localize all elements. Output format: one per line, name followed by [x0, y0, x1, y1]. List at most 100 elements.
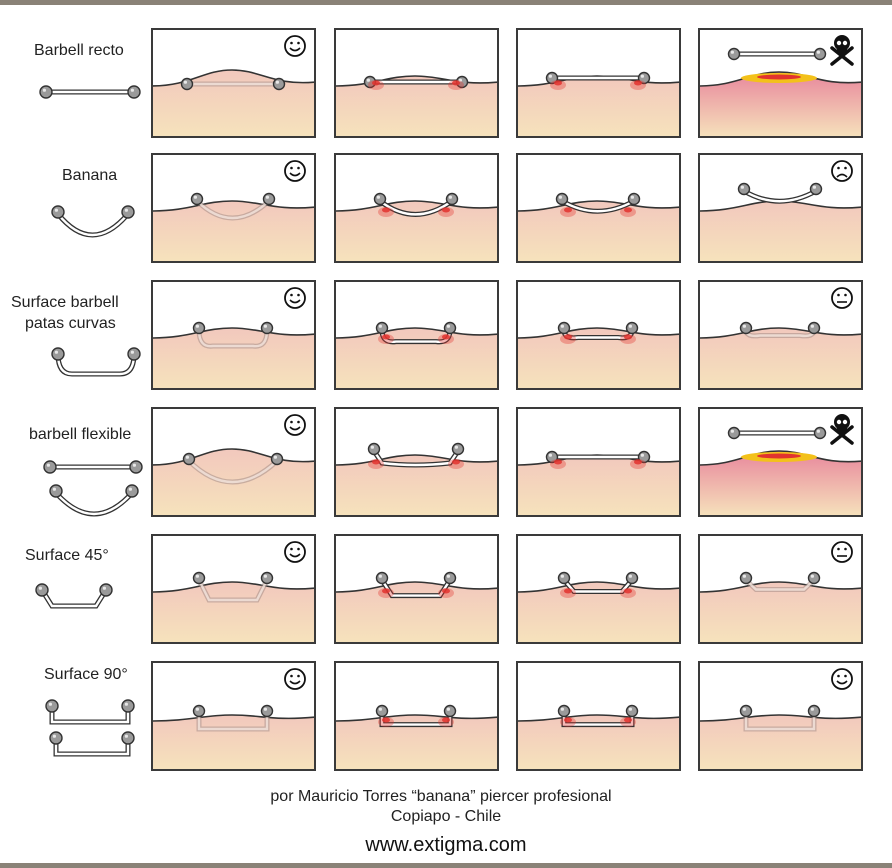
row-label-4: barbell flexible [29, 424, 131, 445]
bead-right [260, 571, 274, 585]
inflammation-mark [368, 80, 384, 90]
bead-highlight [378, 324, 382, 328]
inflammation-mark [630, 459, 646, 469]
inflammation-mark [378, 588, 394, 598]
panel-r2-c3 [516, 153, 681, 263]
bead-highlight [558, 195, 562, 199]
bead-highlight [816, 50, 820, 54]
skin-area [518, 715, 679, 769]
bead-right [443, 321, 457, 335]
bead [99, 583, 113, 597]
row-label-5: Surface 45° [25, 545, 109, 566]
bead-highlight [124, 208, 128, 212]
skin-surface-line [153, 714, 314, 722]
curved-bar-under-skin-core [195, 199, 271, 220]
bead-left [192, 321, 206, 335]
straight-jewelry-icon [34, 80, 146, 131]
bead-left [555, 192, 569, 206]
bead-right [443, 571, 457, 585]
skin-area [700, 715, 861, 769]
bead [127, 85, 141, 99]
curved-jewelry-icon [44, 200, 156, 251]
neutral-face-icon [831, 541, 853, 563]
bead-right [625, 704, 639, 718]
bead-highlight [130, 350, 134, 354]
row-label-2: Banana [62, 165, 117, 186]
icon-bar-core [50, 704, 130, 724]
skin-surface-line [700, 71, 861, 87]
happy-face-icon [284, 414, 306, 436]
bead [45, 699, 59, 713]
bead [51, 205, 65, 219]
surface-bar-under-skin-core [744, 578, 816, 591]
row-label-3: Surface barbell patas curvas [11, 292, 119, 334]
inflammation-mark [448, 459, 464, 469]
bead-left [739, 571, 753, 585]
panel-r5-c2 [334, 534, 499, 644]
skull-icon [830, 35, 854, 66]
skin-area [336, 328, 497, 388]
skin-surface-line [700, 581, 861, 593]
flexible-bar-under-skin-core [187, 459, 279, 484]
panel-r2-c1 [151, 153, 316, 263]
inflammation-mark [448, 80, 464, 90]
skin-area [700, 451, 861, 515]
bead [129, 460, 143, 474]
bead-highlight [446, 707, 450, 711]
icon-bar-2-core [54, 736, 130, 756]
icon-bar-core [56, 212, 130, 237]
bead-right [443, 704, 457, 718]
bead [121, 205, 135, 219]
inflammation-mark [620, 207, 636, 217]
inflammation-mark [560, 334, 576, 344]
bead [49, 731, 63, 745]
skin-area [518, 76, 679, 136]
bead-left [373, 192, 387, 206]
bead [127, 347, 141, 361]
skin-surface-line [518, 581, 679, 593]
surface-bar-core [380, 711, 452, 726]
bead-left [180, 77, 194, 91]
flexible-jewelry-icon [40, 455, 152, 530]
bead-highlight [548, 74, 552, 78]
curved-bar-core [742, 189, 818, 203]
panel-r6-c1 [151, 661, 316, 771]
bead-left [190, 192, 204, 206]
panel-r1-c2 [334, 28, 499, 138]
skin-surface-line [700, 714, 861, 722]
skin-area [153, 328, 314, 388]
inflammation-mark [438, 334, 454, 344]
bead-highlight [46, 463, 50, 467]
bead-right [627, 192, 641, 206]
bead-left [367, 442, 381, 456]
inflammation-mark [560, 207, 576, 217]
surface-bar-core [562, 578, 634, 593]
icon-bar-outline [49, 703, 131, 725]
bead-left [375, 704, 389, 718]
bead-highlight [458, 78, 462, 82]
bead-highlight [448, 195, 452, 199]
bead [125, 484, 139, 498]
bead [51, 347, 65, 361]
surface-bar-under-skin-core [744, 711, 816, 731]
happy-face-icon [284, 287, 306, 309]
inflammation-mark [378, 717, 394, 727]
panel-r4-c3 [516, 407, 681, 517]
bead-highlight [630, 195, 634, 199]
bead-highlight [42, 88, 46, 92]
happy-face-icon [284, 35, 306, 57]
bead-left [375, 321, 389, 335]
bead-right [809, 182, 823, 196]
bead-highlight [124, 702, 128, 706]
row-label-4-line-1: barbell flexible [29, 426, 132, 443]
skin-area [700, 328, 861, 388]
row-label-2-line-1: Banana [62, 167, 118, 184]
bead-highlight [810, 324, 814, 328]
bead-highlight [560, 324, 564, 328]
icon-bar-outline [55, 351, 137, 377]
bead-highlight [730, 50, 734, 54]
bead-left [182, 452, 196, 466]
bead [43, 460, 57, 474]
surface-bar-core [562, 711, 634, 726]
inflammation-mark [620, 588, 636, 598]
